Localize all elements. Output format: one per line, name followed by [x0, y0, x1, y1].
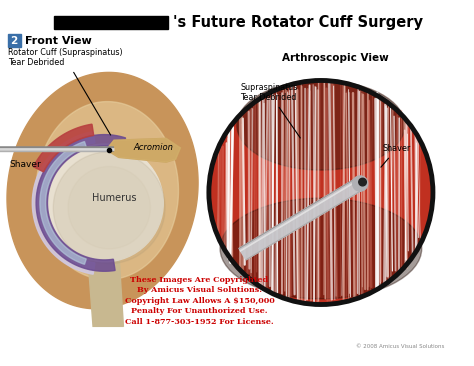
Text: Supraspinatus
Tear Debrided: Supraspinatus Tear Debrided — [240, 83, 301, 138]
Text: Shaver: Shaver — [381, 144, 411, 167]
Polygon shape — [36, 102, 179, 280]
Text: Call 1-877-303-1952 For License.: Call 1-877-303-1952 For License. — [125, 318, 273, 326]
Circle shape — [209, 81, 433, 305]
Polygon shape — [40, 142, 86, 264]
Text: 's Future Rotator Cuff Surgery: 's Future Rotator Cuff Surgery — [173, 15, 423, 30]
Text: Rotator Cuff (Supraspinatus)
Tear Debrided: Rotator Cuff (Supraspinatus) Tear Debrid… — [8, 48, 122, 135]
Text: These Images Are Copyrighted: These Images Are Copyrighted — [130, 276, 268, 284]
Text: Penalty For Unauthorized Use.: Penalty For Unauthorized Use. — [131, 307, 268, 315]
Polygon shape — [87, 250, 123, 326]
Text: © 2008 Amicus Visual Solutions: © 2008 Amicus Visual Solutions — [356, 344, 444, 349]
Text: Shaver: Shaver — [9, 160, 41, 169]
Text: By Amicus Visual Solutions.: By Amicus Visual Solutions. — [137, 287, 262, 295]
Polygon shape — [239, 178, 364, 260]
Text: Front View: Front View — [25, 36, 91, 46]
Circle shape — [353, 176, 368, 191]
Polygon shape — [33, 124, 94, 172]
Polygon shape — [106, 138, 181, 162]
Polygon shape — [7, 72, 198, 309]
Circle shape — [68, 167, 150, 249]
Ellipse shape — [237, 81, 405, 170]
Bar — [54, 16, 168, 29]
Polygon shape — [32, 132, 95, 274]
Bar — [8, 34, 21, 47]
Text: Copyright Law Allows A $150,000: Copyright Law Allows A $150,000 — [125, 297, 274, 305]
Circle shape — [359, 178, 366, 186]
Text: Arthroscopic View: Arthroscopic View — [282, 53, 389, 63]
Polygon shape — [106, 138, 181, 162]
Text: Acromion: Acromion — [134, 143, 174, 152]
Polygon shape — [36, 135, 126, 271]
Text: 2: 2 — [10, 36, 18, 46]
Text: Humerus: Humerus — [91, 193, 136, 203]
Ellipse shape — [220, 198, 422, 299]
Circle shape — [53, 152, 165, 264]
Circle shape — [46, 144, 164, 262]
